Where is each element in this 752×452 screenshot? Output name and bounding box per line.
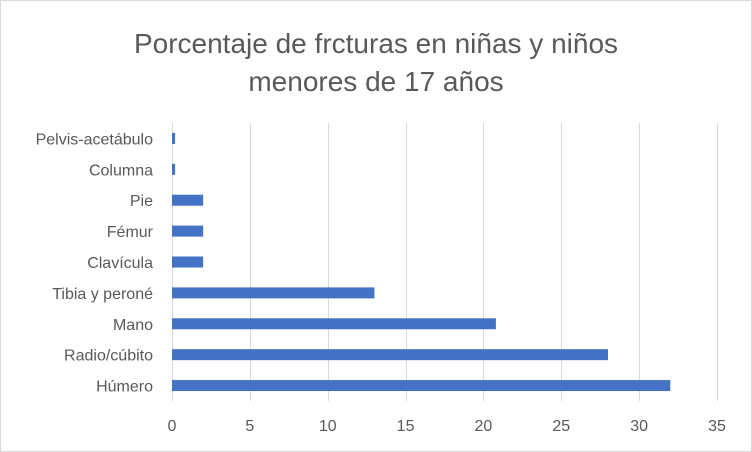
chart-title-line-1: Porcentaje de frcturas en niñas y niños — [133, 28, 619, 59]
bar — [172, 256, 204, 268]
category-label: Tibia y peroné — [52, 286, 153, 303]
chart-title: Porcentaje de frcturas en niñas y niños … — [1, 25, 751, 101]
x-tick-label: 30 — [630, 418, 648, 435]
bar — [172, 225, 204, 237]
bar — [172, 380, 671, 392]
x-tick-labels: 0 5 10 15 20 25 30 35 — [168, 418, 726, 435]
bar — [172, 287, 375, 299]
bar — [172, 349, 608, 361]
category-label: Húmero — [96, 379, 153, 396]
bars — [172, 132, 671, 392]
bar — [172, 194, 204, 206]
category-label: Clavícula — [87, 255, 153, 272]
category-label: Pelvis-acetábulo — [36, 131, 154, 148]
bar — [172, 318, 496, 330]
bar — [172, 132, 176, 144]
x-tick-label: 5 — [245, 418, 254, 435]
category-label: Fémur — [107, 224, 154, 241]
category-label: Pie — [130, 193, 153, 210]
x-tick-label: 35 — [708, 418, 726, 435]
category-label: Radio/cúbito — [64, 348, 153, 365]
x-tick-label: 10 — [319, 418, 337, 435]
category-label: Mano — [113, 317, 153, 334]
x-tick-label: 25 — [552, 418, 570, 435]
x-tick-label: 15 — [397, 418, 415, 435]
chart-title-line-2: menores de 17 años — [248, 66, 504, 97]
bar — [172, 163, 176, 175]
x-tick-label: 0 — [168, 418, 177, 435]
category-label: Columna — [89, 162, 153, 179]
x-tick-label: 20 — [475, 418, 493, 435]
category-labels: Húmero Radio/cúbito Mano Tibia y peroné Clav… — [36, 131, 154, 395]
